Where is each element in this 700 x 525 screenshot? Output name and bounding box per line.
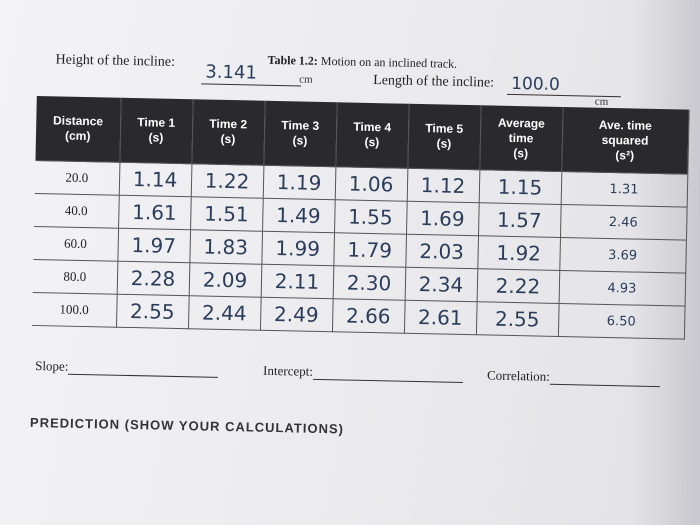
column-header-7: Ave. time squared (s²) — [561, 107, 689, 175]
column-header-line: (s) — [220, 131, 236, 147]
time-cell: 2.49 — [259, 297, 333, 332]
column-header-1: Time 1 (s) — [119, 97, 193, 164]
time-cell: 2.55 — [475, 301, 559, 337]
column-header-4: Time 4 (s) — [335, 102, 409, 169]
time-cell: 2.22 — [476, 268, 560, 304]
time-cell: 1.06 — [334, 166, 408, 202]
time-cell: 1.51 — [190, 196, 263, 232]
time-cell: 1.97 — [117, 228, 191, 263]
time-cell: 1.22 — [190, 163, 264, 199]
table-body: 20.0 1.14 1.22 1.19 1.06 1.12 1.15 1.31 40.0 1.61… — [32, 160, 688, 340]
column-header-line: Time 3 — [281, 118, 320, 133]
time-cell: 2.55 — [116, 294, 189, 329]
column-header-line: Time 5 — [425, 121, 464, 136]
time-cell: 2.28 — [116, 261, 190, 296]
time-cell: 4.93 — [558, 270, 686, 307]
time-cell: 1.57 — [477, 202, 561, 238]
distance-cell: 40.0 — [34, 193, 119, 229]
slope-blank[interactable] — [68, 373, 219, 378]
time-cell: 1.12 — [406, 168, 480, 203]
column-header-line: Average — [497, 115, 545, 131]
time-cell: 1.19 — [262, 165, 336, 200]
correlation-blank[interactable] — [549, 383, 660, 388]
height-unit: cm — [299, 73, 313, 86]
distance-cell: 80.0 — [32, 259, 118, 295]
time-cell: 2.66 — [331, 298, 405, 334]
correlation-label: Correlation: — [486, 367, 551, 384]
column-header-line: Distance — [52, 113, 104, 129]
distance-cell: 20.0 — [34, 160, 120, 196]
distance-cell: 60.0 — [33, 226, 119, 262]
time-cell: 1.61 — [118, 195, 191, 230]
column-header-0: Distance (cm) — [35, 95, 121, 163]
correlation-field: Correlation: — [486, 367, 660, 388]
time-cell: 2.11 — [260, 264, 334, 299]
time-cell: 2.09 — [188, 262, 262, 298]
column-header-line: time — [508, 130, 534, 145]
slope-field: Slope: — [35, 358, 219, 378]
slope-label: Slope: — [35, 358, 69, 374]
time-cell: 2.34 — [404, 267, 478, 302]
column-header-line: Time 2 — [209, 116, 248, 132]
time-cell: 1.99 — [261, 231, 335, 266]
intercept-label: Intercept: — [262, 362, 314, 379]
worksheet: Table 1.2: Motion on an inclined track. … — [29, 40, 698, 494]
column-header-2: Time 2 (s) — [191, 99, 265, 166]
intercept-blank[interactable] — [312, 378, 463, 383]
time-cell: 2.03 — [405, 234, 478, 269]
time-cell: 1.31 — [560, 171, 688, 208]
time-cell: 1.92 — [477, 235, 560, 271]
column-header-3: Time 3 (s) — [263, 100, 337, 167]
time-cell: 2.61 — [403, 300, 477, 335]
column-header-line: (s) — [148, 130, 164, 145]
length-unit: cm — [594, 95, 609, 108]
prediction-heading: PREDICTION (SHOW YOUR CALCULATIONS) — [29, 414, 345, 437]
column-header-line: (s) — [513, 145, 529, 160]
height-label: Height of the incline: — [55, 52, 176, 70]
column-header-line: (s) — [436, 136, 452, 151]
time-cell: 1.83 — [189, 229, 263, 265]
time-cell: 1.49 — [262, 198, 335, 233]
time-cell: 2.30 — [332, 265, 406, 301]
distance-cell: 100.0 — [32, 292, 117, 328]
time-cell: 3.69 — [559, 237, 686, 274]
time-cell: 1.55 — [334, 199, 407, 235]
intercept-field: Intercept: — [263, 363, 463, 383]
time-cell: 1.69 — [406, 201, 479, 236]
column-header-line: (s²) — [615, 147, 635, 163]
caption-text: Motion on an inclined track. — [317, 53, 458, 71]
time-cell: 6.50 — [557, 303, 685, 340]
length-value: 100.0 — [506, 73, 622, 98]
column-header-5: Time 5 (s) — [407, 103, 481, 170]
motion-table: Distance (cm) Time 1 (s) Time 2 (s) Time 3 (s) T… — [32, 95, 689, 340]
column-header-line: (s) — [292, 133, 308, 148]
height-value: 3.141 — [201, 61, 302, 87]
time-cell: 1.14 — [118, 162, 192, 197]
time-cell: 2.44 — [187, 295, 261, 331]
column-header-line: Time 4 — [353, 119, 392, 135]
time-cell: 1.15 — [478, 169, 562, 205]
column-header-line: (s) — [364, 134, 380, 150]
length-label: Length of the incline: — [373, 73, 495, 91]
column-header-line: (cm) — [64, 128, 91, 144]
time-cell: 1.79 — [333, 232, 407, 268]
column-header-line: Time 1 — [137, 115, 176, 130]
page-shadow — [630, 0, 700, 525]
time-cell: 2.46 — [559, 204, 687, 241]
column-header-6: Average time (s) — [479, 105, 563, 172]
